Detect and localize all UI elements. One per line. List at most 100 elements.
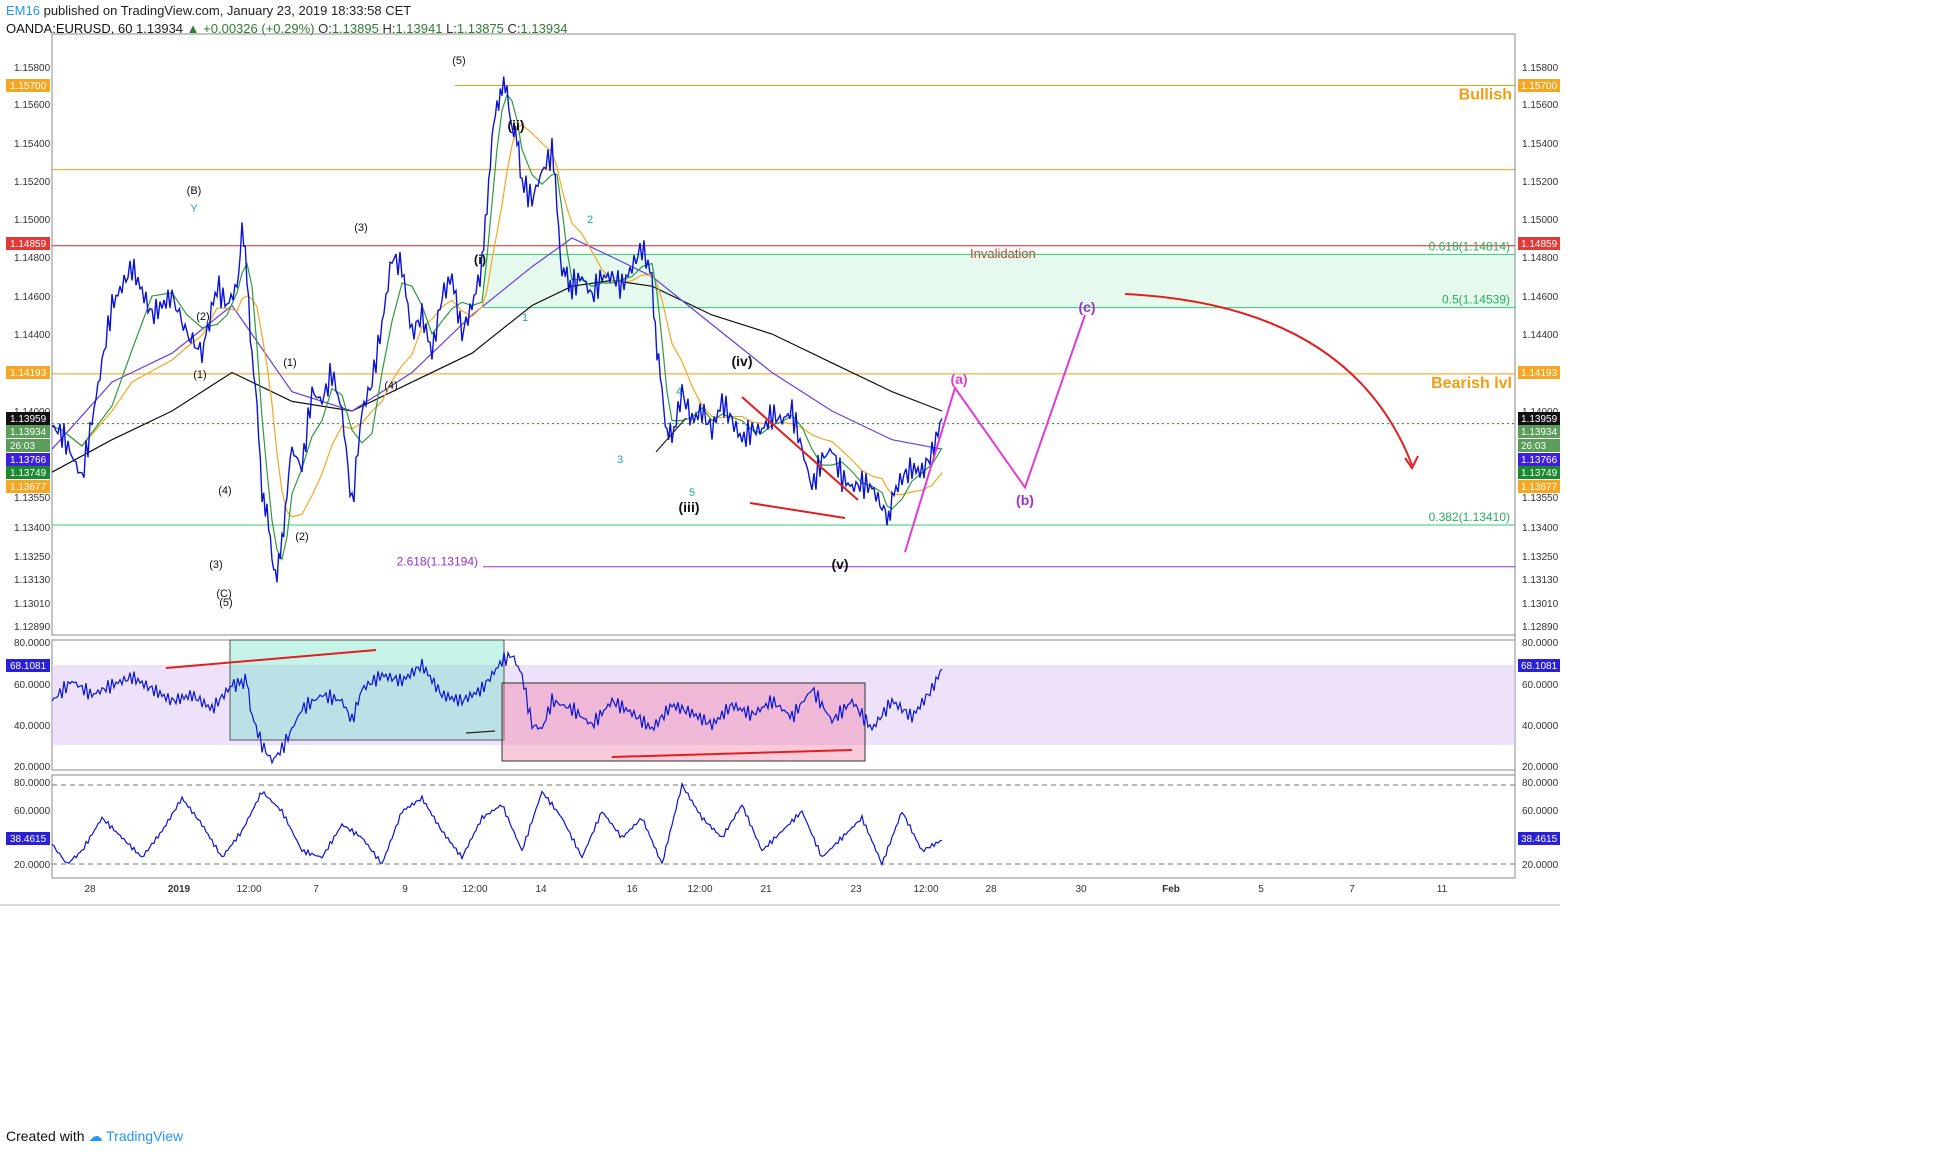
right-price-tag-text: 1.13766 <box>1521 455 1558 466</box>
right-price-tick: 1.13400 <box>1522 523 1559 534</box>
right-price-tag <box>1518 79 1560 92</box>
open-value: 1.13895 <box>331 21 379 36</box>
left-price-tag-text: 1.14859 <box>10 239 47 250</box>
left-price-tag <box>6 466 50 479</box>
time-tick: 7 <box>313 884 319 895</box>
wave-label: (v) <box>831 556 848 572</box>
right-price-tick: 1.15600 <box>1522 100 1559 111</box>
rsi-tick: 20.0000 <box>14 762 51 773</box>
time-tick: 12:00 <box>236 884 261 895</box>
stoch-value-text-right: 38.4615 <box>1521 834 1558 845</box>
price-line <box>51 76 943 583</box>
right-price-tag <box>1518 425 1560 438</box>
left-price-tag <box>6 439 50 452</box>
arrow-head-icon <box>1404 455 1419 470</box>
rsi-tick: 40.0000 <box>14 721 51 732</box>
open-key: O: <box>318 21 332 36</box>
wave-label: 3 <box>617 454 623 466</box>
rsi-tick-right: 60.0000 <box>1522 680 1559 691</box>
stoch-tick-right: 60.0000 <box>1522 806 1559 817</box>
right-price-tick: 1.14600 <box>1522 292 1559 303</box>
wave-label: (2) <box>295 531 308 543</box>
left-price-tag <box>6 366 50 379</box>
bullish-label: Bullish <box>1459 87 1512 104</box>
ma-fast-line <box>51 93 943 561</box>
fib-zone <box>483 254 1515 308</box>
ma-long-line <box>51 279 943 473</box>
left-price-tag-text: 1.13959 <box>10 414 47 425</box>
time-tick: 5 <box>1258 884 1264 895</box>
right-price-tick: 1.14400 <box>1522 330 1559 341</box>
time-tick: 12:00 <box>462 884 487 895</box>
rsi-small-line <box>465 730 496 734</box>
fib-label: 0.5(1.14539) <box>1442 293 1510 307</box>
left-price-tag-text: 1.13934 <box>10 427 47 438</box>
wave-label: (5) <box>452 55 465 67</box>
symbol-label[interactable]: OANDA:EURUSD, 60 <box>6 21 133 36</box>
red-forecast-arrow <box>1124 293 1413 466</box>
left-price-tick: 1.14800 <box>14 253 51 264</box>
time-tick: Feb <box>1162 884 1180 895</box>
wave-label: (iii) <box>679 499 700 515</box>
left-price-tick: 1.15200 <box>14 177 51 188</box>
rsi-trendline-top <box>165 649 377 669</box>
bearish-label: Bearish lvl <box>1431 375 1512 392</box>
time-tick: 30 <box>1075 884 1087 895</box>
right-price-tag <box>1518 366 1560 379</box>
time-tick: 21 <box>760 884 772 895</box>
left-price-tag-text: 1.13766 <box>10 455 47 466</box>
left-price-tag-text: 1.15700 <box>10 81 47 92</box>
rsi-highlight-pink <box>501 682 866 762</box>
high-value: 1.13941 <box>395 21 443 36</box>
rsi-tick: 60.0000 <box>14 680 51 691</box>
rsi-tick-right: 80.0000 <box>1522 638 1559 649</box>
right-price-tag-text: 1.13749 <box>1521 468 1558 479</box>
right-price-tag-text: 1.14859 <box>1521 239 1558 250</box>
stoch-tick-right: 80.0000 <box>1522 778 1559 789</box>
left-price-tick: 1.13130 <box>14 575 51 586</box>
left-price-tag <box>6 237 50 250</box>
rsi-value-text-right: 68.1081 <box>1521 661 1558 672</box>
wave-label: (2) <box>196 311 209 323</box>
left-price-tick: 1.15400 <box>14 139 51 150</box>
publish-line: EM16 published on TradingView.com, Janua… <box>6 2 568 20</box>
time-tick: 12:00 <box>687 884 712 895</box>
wave-label: 5 <box>689 487 695 499</box>
right-price-tick: 1.15000 <box>1522 215 1559 226</box>
wave-label: (1) <box>193 369 206 381</box>
right-price-tag-text: 1.13934 <box>1521 427 1558 438</box>
left-price-tick: 1.14400 <box>14 330 51 341</box>
wave-label: (3) <box>209 559 222 571</box>
time-tick: 12:00 <box>913 884 938 895</box>
time-tick: 14 <box>535 884 547 895</box>
wave-label: (B) <box>187 185 202 197</box>
right-price-tick: 1.15800 <box>1522 63 1559 74</box>
close-key: C: <box>507 21 521 36</box>
wave-label: (5) <box>219 597 232 609</box>
time-tick: 28 <box>84 884 96 895</box>
invalidation-label: Invalidation <box>970 246 1036 261</box>
time-tick: 7 <box>1349 884 1355 895</box>
right-price-tag <box>1518 412 1560 425</box>
wave-label: 2 <box>587 214 593 226</box>
author-link[interactable]: EM16 <box>6 3 40 18</box>
stoch-tick-right: 20.0000 <box>1522 860 1559 871</box>
left-price-tag <box>6 412 50 425</box>
wave-label: 4 <box>676 386 682 398</box>
stoch-line <box>51 781 943 867</box>
wave-label: (1) <box>283 357 296 369</box>
left-price-tag-text: 1.14193 <box>10 368 47 379</box>
wave-label: (a) <box>950 371 967 387</box>
left-price-tick: 1.13400 <box>14 523 51 534</box>
right-price-tick: 1.13550 <box>1522 493 1559 504</box>
left-price-tag-text: 26:03 <box>10 441 35 452</box>
tradingview-link[interactable]: TradingView <box>106 1128 184 1144</box>
right-price-tick: 1.13130 <box>1522 575 1559 586</box>
left-price-tick: 1.12890 <box>14 622 51 633</box>
right-price-tag <box>1518 466 1560 479</box>
stoch-tick: 80.0000 <box>14 778 51 789</box>
rsi-band <box>52 665 1515 745</box>
left-price-tick: 1.14600 <box>14 292 51 303</box>
right-price-tag <box>1518 439 1560 452</box>
